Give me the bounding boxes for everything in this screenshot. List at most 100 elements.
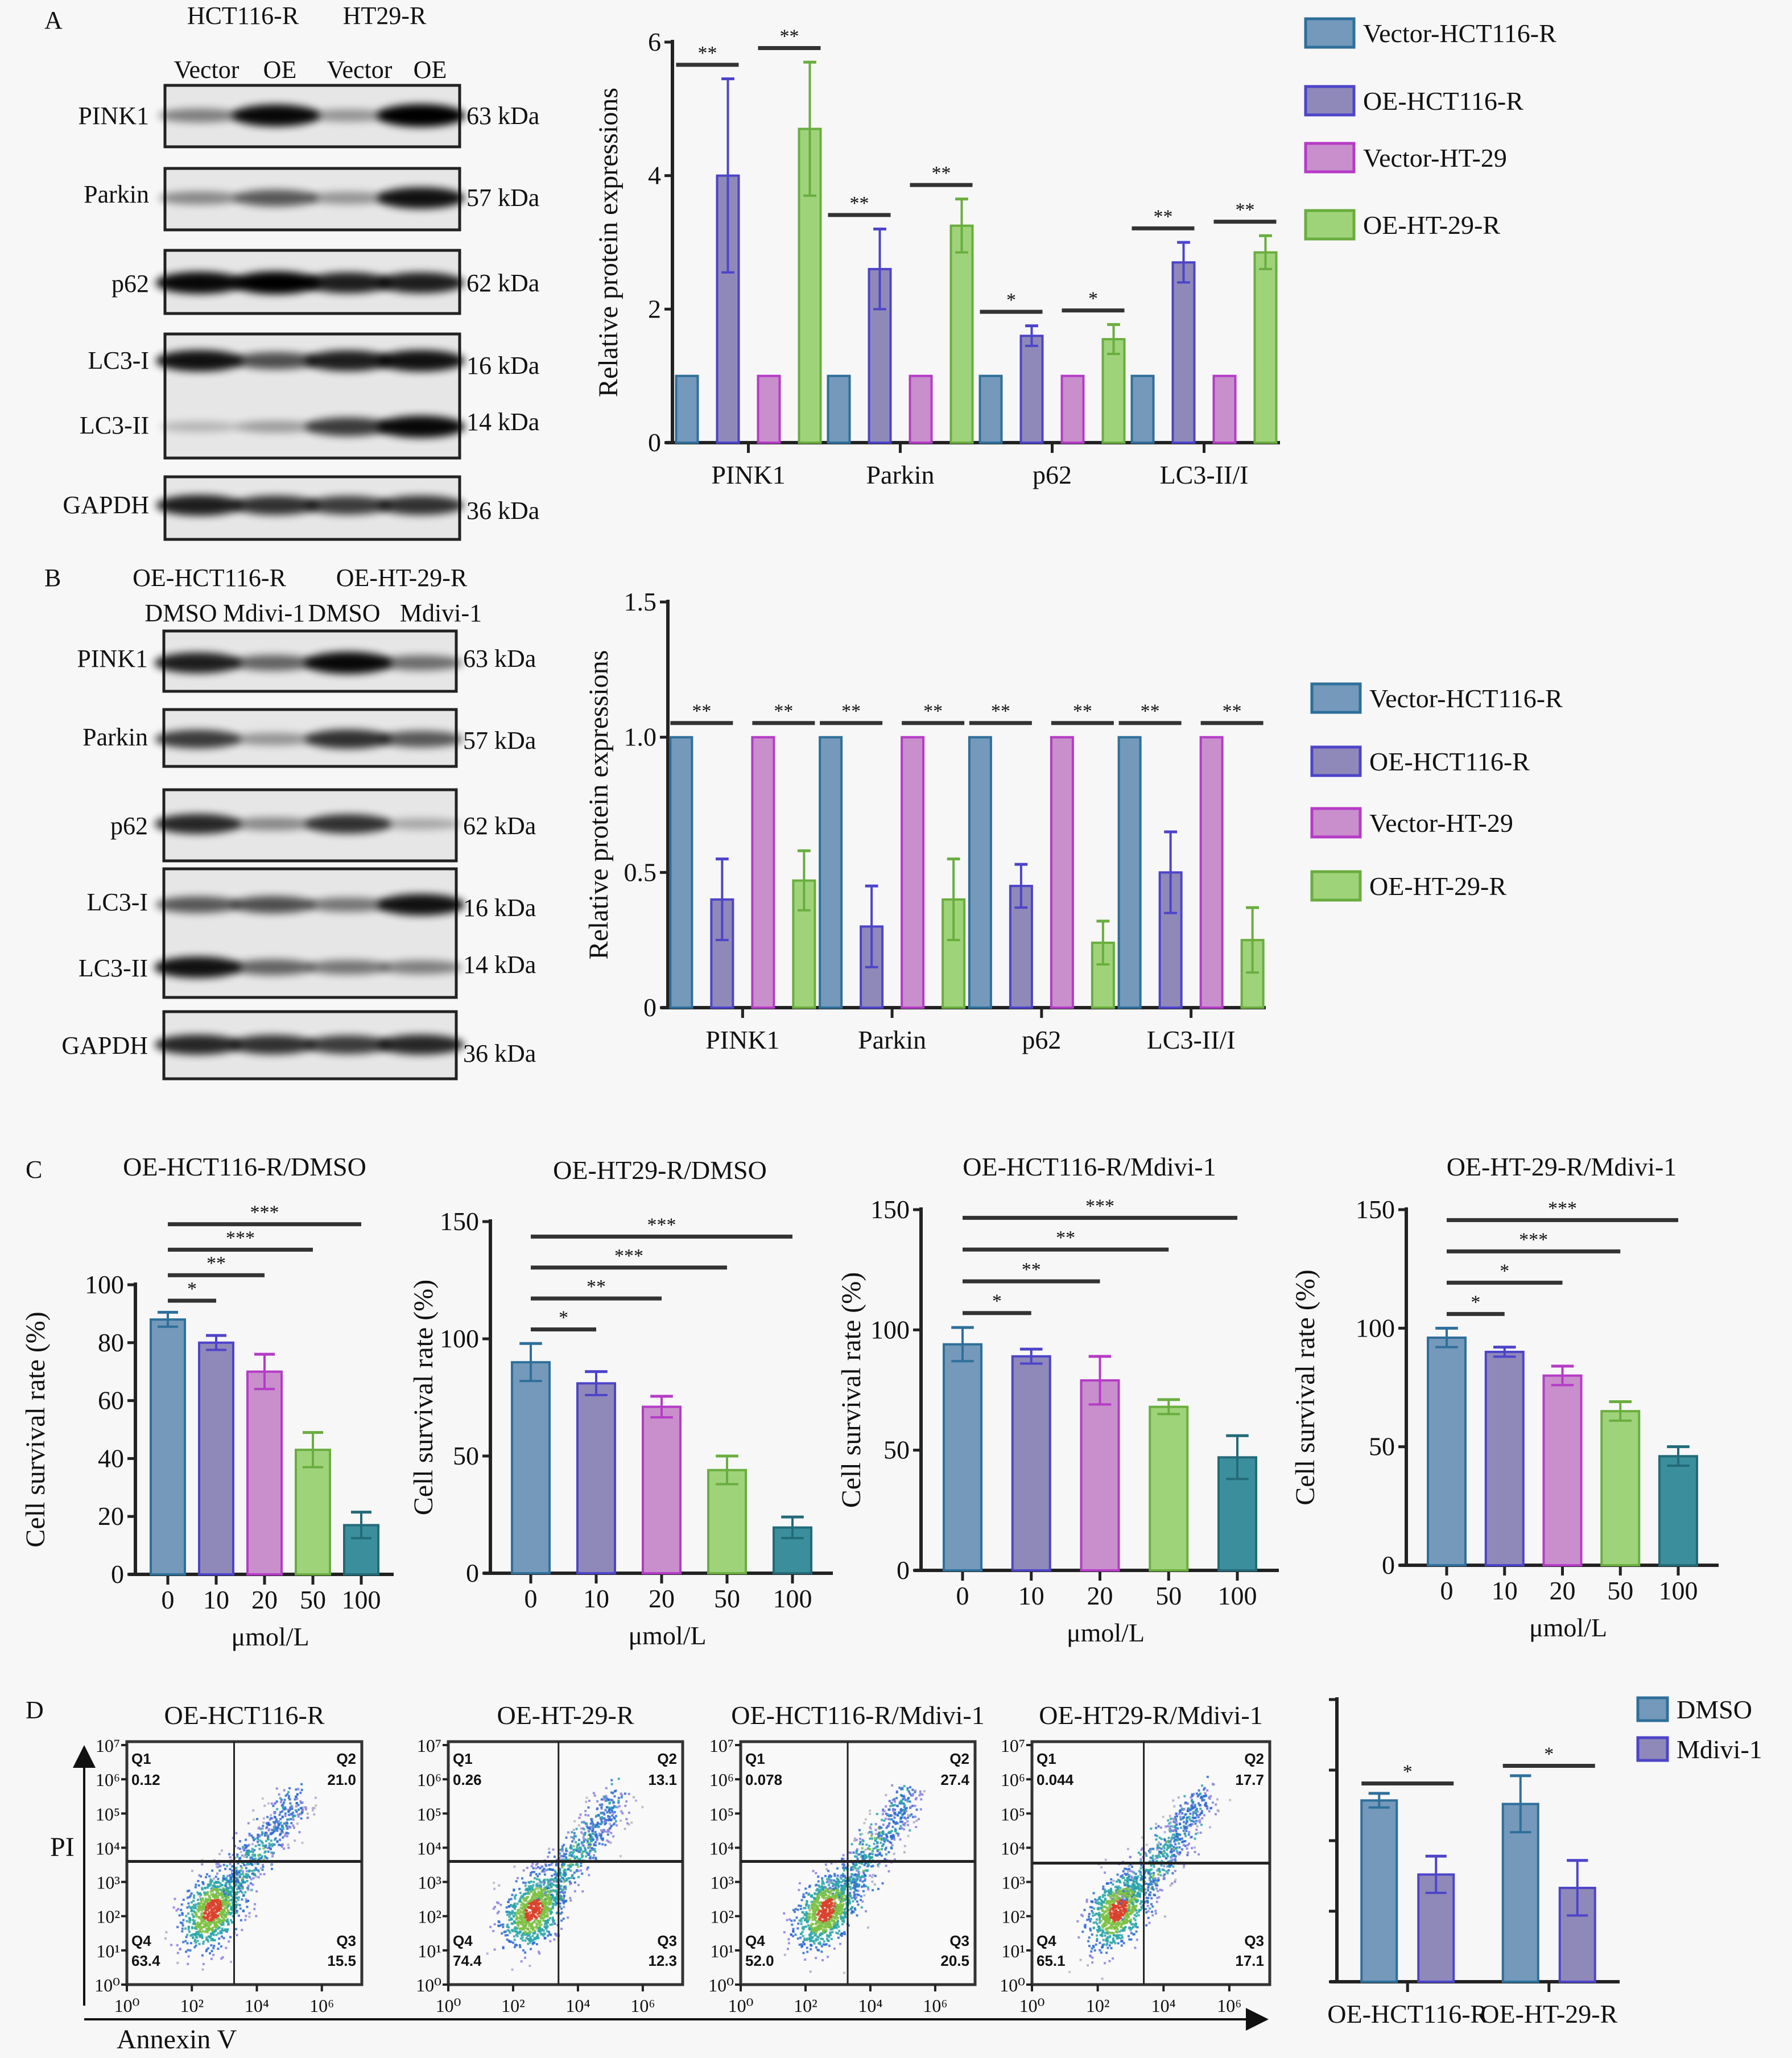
protein-band [233, 189, 319, 207]
protein-label: PINK1 [78, 102, 149, 130]
y-tick-label: 20 [98, 1502, 124, 1531]
bar [757, 374, 781, 444]
x-tick-label: LC3-II/I [1147, 1025, 1236, 1054]
legend-swatch [1304, 209, 1356, 241]
bar [1484, 1351, 1525, 1566]
significance-marker: ** [1141, 701, 1160, 722]
chart-title: OE-HT-29-R/Mdivi-1 [1447, 1152, 1677, 1181]
protein-band [154, 1034, 242, 1055]
blot-membrane [155, 249, 465, 315]
protein-band [233, 496, 319, 515]
protein-label: Parkin [84, 180, 149, 208]
quadrant-name: Q3 [949, 1932, 969, 1949]
legend-label: OE-HT-29-R [1369, 872, 1506, 901]
protein-band [155, 896, 241, 913]
panel-label-a: A [44, 6, 63, 34]
bar [1171, 261, 1196, 444]
x-tick-label: 0 [162, 1585, 175, 1614]
x-tick-label: Parkin [866, 460, 934, 489]
x-tick-label: p62 [1033, 460, 1072, 489]
lane-label: Vector [174, 56, 240, 84]
y-tick-label: 150 [870, 1195, 910, 1224]
bar [968, 736, 992, 1009]
significance-marker: * [1088, 288, 1098, 310]
significance-marker: ** [207, 1253, 226, 1274]
lane-label: Vector [327, 56, 393, 84]
flow-plot: OE-HT29-R/Mdivi-1 Q1 0.044 Q2 17.7 Q3 17.1 Q4 65… [1000, 1701, 1271, 2016]
y-tick-label: 10³ [1001, 1873, 1025, 1893]
quadrant-name: Q3 [657, 1932, 677, 1949]
lane-label: DMSO [144, 599, 217, 627]
plot-frame [739, 1740, 977, 1986]
x-tick-label: 10⁰ [436, 1995, 461, 2016]
bar [295, 1449, 331, 1576]
flow-plot: OE-HT-29-R Q1 0.26 Q2 13.1 Q3 12.3 Q4 74.4 10⁰ 10¹… [416, 1701, 684, 2016]
significance-marker: * [1006, 290, 1016, 311]
y-tick-label: 100 [1356, 1313, 1395, 1342]
x-tick-label: 10 [583, 1584, 609, 1613]
protein-band [231, 959, 315, 975]
x-tick-label: OE-HT-29-R [1480, 1999, 1617, 2028]
protein-band [232, 817, 315, 831]
x-tick-label: 50 [714, 1584, 740, 1613]
legend-swatch [1304, 142, 1356, 174]
protein-label: Parkin [82, 723, 148, 751]
x-tick-label: 50 [300, 1585, 326, 1614]
flow-plot-title: OE-HCT116-R/Mdivi-1 [731, 1701, 985, 1730]
significance-marker: ** [932, 163, 951, 184]
protein-band [377, 894, 465, 915]
molecular-weight-label: 63 kDa [466, 102, 539, 130]
bar [1212, 374, 1237, 444]
protein-band [305, 1035, 391, 1054]
quadrant-percentage: 0.078 [745, 1771, 782, 1788]
y-tick-label: 0 [1382, 1550, 1395, 1579]
y-tick-label: 10⁵ [1001, 1804, 1025, 1824]
y-tick-label: 10⁶ [417, 1770, 441, 1790]
protein-label: GAPDH [61, 1032, 148, 1059]
protein-band [377, 415, 465, 438]
y-tick-label: 10⁰ [1000, 1975, 1025, 1995]
y-tick-label: 10⁷ [709, 1735, 734, 1756]
x-tick-label: 10 [203, 1585, 229, 1614]
y-tick-label: 10¹ [1001, 1941, 1025, 1961]
legend-label: OE-HCT116-R [1369, 747, 1530, 776]
x-tick-label: 10 [1018, 1581, 1044, 1610]
group-header: HCT116-R [187, 2, 299, 30]
quadrant-name: Q1 [745, 1750, 765, 1767]
bar-charts: 0 2 4 6 Relative protein expressions PINK1 Par… [20, 17, 1762, 2028]
y-tick-label: 0 [897, 1556, 910, 1585]
molecular-weight-label: 16 kDa [466, 352, 539, 380]
bar [1149, 1405, 1189, 1572]
x-tick-label: 20 [649, 1584, 675, 1613]
bar [751, 736, 775, 1009]
quadrant-name: Q2 [949, 1750, 969, 1767]
protein-band [306, 960, 390, 975]
y-tick-label: 10² [710, 1907, 734, 1927]
significance-marker: ** [698, 43, 717, 64]
legend-swatch [1310, 745, 1362, 777]
panel-label-c: C [26, 1156, 42, 1183]
protein-band [154, 814, 242, 834]
legend-label: OE-HCT116-R [1363, 86, 1523, 116]
bar [1658, 1455, 1698, 1566]
quadrant-percentage: 27.4 [940, 1771, 969, 1788]
protein-band [232, 733, 314, 745]
significance-marker: *** [1548, 1198, 1577, 1219]
protein-band [305, 496, 391, 515]
bar [669, 736, 693, 1009]
blot-frame [162, 867, 458, 999]
protein-label: LC3-II [80, 411, 149, 439]
x-tick-label: 10⁰ [1019, 1995, 1045, 2016]
significance-marker: * [1500, 1260, 1509, 1281]
legend-swatch [1304, 85, 1356, 117]
bar [511, 1361, 551, 1574]
quadrant-percentage: 0.26 [453, 1771, 482, 1788]
protein-band [158, 191, 241, 205]
molecular-weight-label: 63 kDa [463, 645, 536, 673]
quadrant-percentage: 65.1 [1037, 1952, 1066, 1969]
y-tick-label: 0 [111, 1560, 124, 1589]
x-tick-label: 20 [1087, 1581, 1113, 1610]
flow-plot-title: OE-HT-29-R [497, 1701, 634, 1730]
